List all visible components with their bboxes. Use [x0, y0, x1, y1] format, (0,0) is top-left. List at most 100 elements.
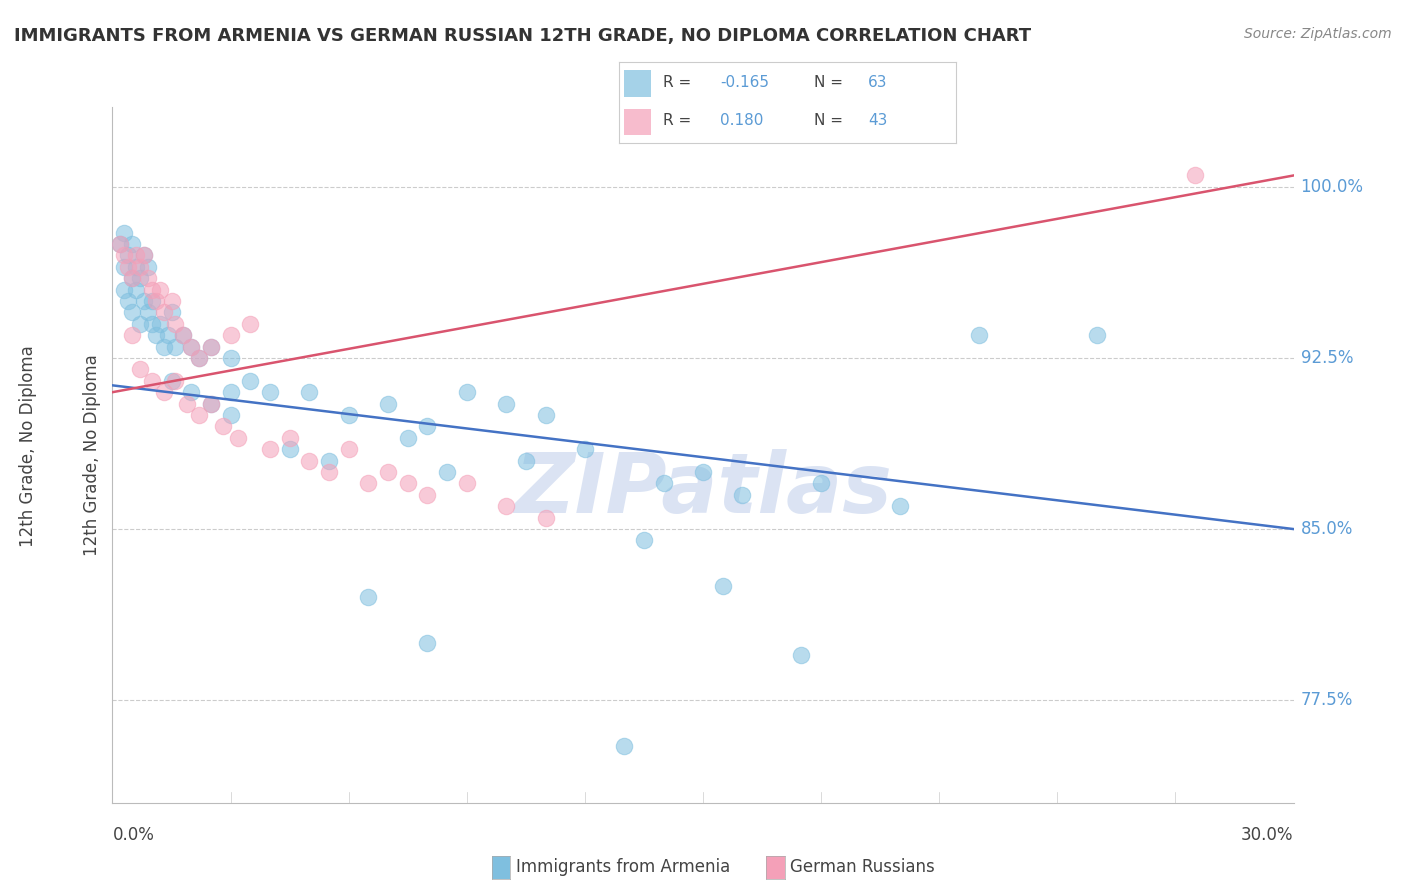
Point	[110, 236, 132, 251]
Point	[117, 248, 139, 262]
Point	[121, 305, 143, 319]
Point	[416, 419, 439, 434]
Point	[416, 488, 439, 502]
Text: N =: N =	[814, 113, 848, 128]
Point	[129, 317, 152, 331]
Point	[318, 453, 340, 467]
Text: ZIPatlas: ZIPatlas	[515, 450, 891, 530]
Text: 30.0%: 30.0%	[1241, 826, 1294, 844]
Point	[211, 419, 233, 434]
Text: Immigrants from Armenia: Immigrants from Armenia	[516, 858, 730, 876]
Point	[456, 476, 478, 491]
Text: R =: R =	[662, 75, 696, 90]
Point	[141, 283, 163, 297]
Bar	[624, 70, 651, 96]
Text: 85.0%: 85.0%	[1301, 520, 1353, 538]
Point	[652, 476, 675, 491]
Point	[534, 510, 557, 524]
Point	[495, 500, 517, 514]
Point	[515, 453, 537, 467]
Point	[136, 271, 159, 285]
Text: 12th Grade, No Diploma: 12th Grade, No Diploma	[20, 345, 37, 547]
Point	[692, 465, 714, 479]
Point	[160, 305, 183, 319]
Point	[731, 488, 754, 502]
Text: 43: 43	[869, 113, 887, 128]
Point	[112, 260, 135, 274]
Point	[633, 533, 655, 548]
Text: 63: 63	[869, 75, 887, 90]
Point	[188, 351, 211, 365]
Text: German Russians: German Russians	[790, 858, 935, 876]
Text: 0.180: 0.180	[720, 113, 763, 128]
Point	[125, 248, 148, 262]
Point	[112, 283, 135, 297]
Point	[534, 408, 557, 422]
Point	[165, 340, 187, 354]
Text: -0.165: -0.165	[720, 75, 769, 90]
Text: R =: R =	[662, 113, 696, 128]
Point	[239, 317, 262, 331]
Point	[219, 351, 242, 365]
Point	[810, 476, 832, 491]
Bar	[624, 109, 651, 135]
Point	[396, 431, 419, 445]
Point	[967, 328, 990, 343]
Point	[121, 271, 143, 285]
Y-axis label: 12th Grade, No Diploma: 12th Grade, No Diploma	[83, 354, 101, 556]
Point	[456, 385, 478, 400]
Point	[495, 396, 517, 410]
Text: 0.0%: 0.0%	[112, 826, 155, 844]
Point	[228, 431, 250, 445]
Point	[149, 283, 172, 297]
Text: IMMIGRANTS FROM ARMENIA VS GERMAN RUSSIAN 12TH GRADE, NO DIPLOMA CORRELATION CHA: IMMIGRANTS FROM ARMENIA VS GERMAN RUSSIA…	[14, 27, 1031, 45]
Point	[200, 340, 222, 354]
Point	[112, 226, 135, 240]
Point	[200, 396, 222, 410]
Point	[172, 328, 194, 343]
Text: N =: N =	[814, 75, 848, 90]
Text: 92.5%: 92.5%	[1301, 349, 1353, 367]
Point	[125, 283, 148, 297]
Point	[318, 465, 340, 479]
Point	[436, 465, 458, 479]
Point	[145, 293, 167, 308]
Text: 77.5%: 77.5%	[1301, 691, 1353, 709]
Point	[121, 271, 143, 285]
Point	[152, 305, 174, 319]
Point	[889, 500, 911, 514]
Point	[129, 260, 152, 274]
Point	[165, 317, 187, 331]
Point	[132, 248, 155, 262]
Point	[136, 305, 159, 319]
Point	[200, 340, 222, 354]
Point	[156, 328, 179, 343]
Point	[613, 739, 636, 753]
Text: Source: ZipAtlas.com: Source: ZipAtlas.com	[1244, 27, 1392, 41]
Point	[180, 340, 202, 354]
Point	[219, 385, 242, 400]
Point	[129, 271, 152, 285]
Point	[790, 648, 813, 662]
Point	[152, 340, 174, 354]
Point	[298, 453, 321, 467]
Point	[160, 293, 183, 308]
Point	[180, 340, 202, 354]
Point	[117, 293, 139, 308]
Point	[112, 248, 135, 262]
Point	[110, 236, 132, 251]
Point	[337, 442, 360, 457]
Point	[129, 362, 152, 376]
Point	[132, 248, 155, 262]
Point	[188, 408, 211, 422]
Point	[337, 408, 360, 422]
Point	[141, 293, 163, 308]
Point	[711, 579, 734, 593]
Point	[219, 408, 242, 422]
Point	[298, 385, 321, 400]
Point	[149, 317, 172, 331]
Point	[259, 442, 281, 457]
Point	[145, 328, 167, 343]
Point	[239, 374, 262, 388]
Point	[176, 396, 198, 410]
